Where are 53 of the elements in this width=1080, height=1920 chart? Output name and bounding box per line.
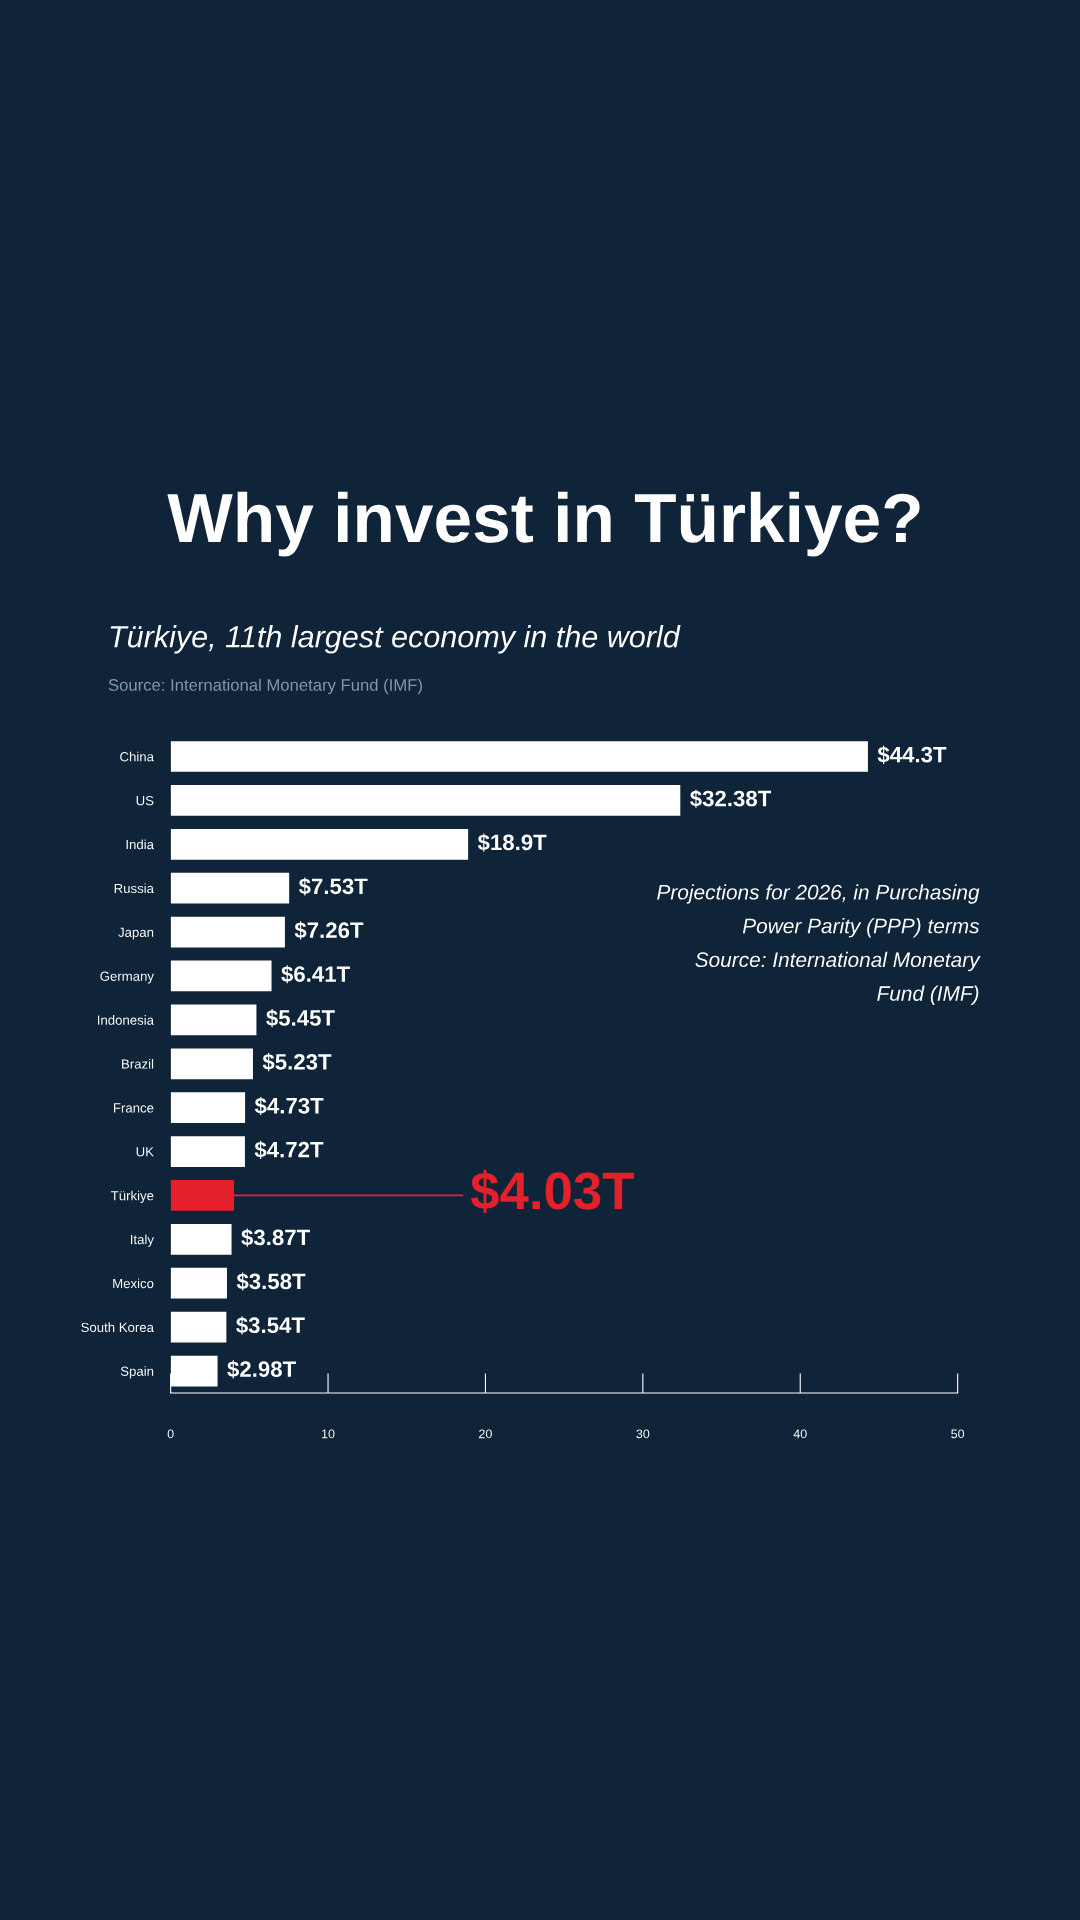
data-label: $7.26T [294, 921, 364, 940]
y-tick-label: South Korea [81, 1322, 154, 1333]
y-tick-label: Russia [114, 883, 154, 894]
y-tick-label: UK [136, 1147, 154, 1157]
data-label: $7.53T [298, 877, 368, 896]
data-label: $32.38T [690, 789, 772, 808]
y-tick-label: Japan [118, 927, 154, 940]
y-tick-label: China [120, 751, 154, 762]
bar [170, 872, 290, 904]
data-label: $4.73T [254, 1096, 324, 1116]
bar [170, 785, 681, 816]
bar [170, 1004, 257, 1036]
source-note: Source: International Monetary Fund (IMF) [108, 678, 422, 695]
y-tick-label: Brazil [122, 1058, 154, 1069]
bar [170, 741, 868, 772]
bar [170, 828, 469, 860]
x-tick-label: 40 [793, 1429, 807, 1439]
data-label: $6.41T [281, 965, 350, 984]
bar [170, 1267, 227, 1299]
y-tick-label: India [126, 839, 154, 850]
data-label: $5.45T [266, 1009, 335, 1028]
bar [170, 1136, 245, 1167]
y-tick-label: Türkiye [111, 1190, 154, 1203]
y-tick-label: Germany [100, 971, 154, 984]
data-label: $2.98T [227, 1360, 296, 1379]
data-label: $4.72T [254, 1140, 324, 1159]
data-label: $5.23T [262, 1053, 332, 1072]
y-tick-label: Indonesia [97, 1015, 154, 1025]
bar [170, 960, 272, 992]
data-label: $4.03T [470, 1169, 634, 1214]
y-tick-label: Italy [130, 1234, 154, 1247]
x-tick-label: 30 [636, 1429, 650, 1439]
bar [170, 1223, 232, 1255]
y-tick-label: Mexico [113, 1278, 154, 1289]
x-tick-label: 50 [951, 1429, 965, 1439]
bar [170, 916, 285, 948]
chart-title: Why invest in Türkiye? [167, 491, 920, 557]
y-tick-label: Spain [120, 1366, 154, 1379]
data-label: $18.9T [477, 833, 547, 852]
bar [170, 1048, 253, 1080]
x-tick-label: 10 [322, 1429, 335, 1439]
bar [170, 1092, 246, 1124]
data-label: $3.54T [236, 1316, 305, 1335]
x-tick-label: 0 [167, 1429, 174, 1439]
bar [170, 1311, 227, 1343]
data-label: $3.87T [241, 1228, 310, 1247]
y-tick-label: US [136, 795, 154, 806]
chart-subtitle: Türkiye, 11th largest economy in the world [110, 625, 681, 654]
data-label: $44.3T [877, 745, 947, 764]
data-label: $3.58T [236, 1272, 306, 1291]
y-tick-label: France [113, 1103, 154, 1113]
annotation: Projections for 2026, in Purchasing Power Parity (PPP) terms Source: International Monetary Fund (IMF) [657, 884, 981, 1005]
x-tick-label: 20 [479, 1429, 492, 1439]
